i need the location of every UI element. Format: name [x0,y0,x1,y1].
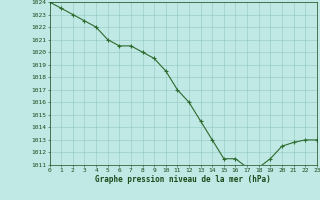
X-axis label: Graphe pression niveau de la mer (hPa): Graphe pression niveau de la mer (hPa) [95,175,271,184]
